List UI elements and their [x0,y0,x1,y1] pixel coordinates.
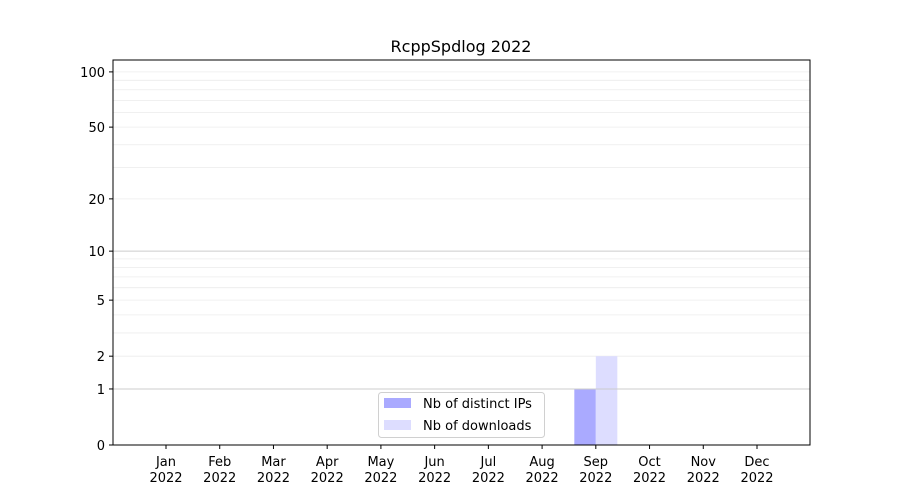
x-tick-label: Oct 2022 [633,455,666,486]
bar-distinct-ips [574,388,596,445]
x-tick-label: Sep 2022 [579,455,612,486]
chart-title: RcppSpdlog 2022 [391,37,532,56]
y-tick-label: 10 [88,245,105,260]
legend-label: Nb of downloads [423,419,532,434]
x-tick-label: Feb 2022 [203,455,236,486]
y-tick-label: 2 [97,350,105,365]
x-tick-label: Dec 2022 [740,455,773,486]
x-tick-label: Jun 2022 [418,455,451,486]
y-tick-label: 50 [88,121,105,136]
plot-frame [112,59,811,446]
legend: Nb of distinct IPs Nb of downloads [378,392,545,438]
legend-box [378,392,545,438]
x-tick-label: Aug 2022 [526,455,559,486]
x-tick-label: Jul 2022 [472,455,505,486]
x-tick-label: Nov 2022 [687,455,720,486]
y-tick-label: 0 [97,439,105,454]
legend-label: Nb of distinct IPs [423,397,532,412]
x-tick-label: Apr 2022 [311,455,344,486]
x-tick-label: May 2022 [364,455,397,486]
y-tick-label: 1 [97,383,105,398]
x-tick-label: Mar 2022 [257,455,290,486]
y-tick-label: 100 [80,66,105,81]
y-tick-label: 20 [88,193,105,208]
legend-swatch [384,420,411,430]
legend-swatch [384,398,411,408]
bar-downloads [595,356,618,445]
x-tick-label: Jan 2022 [149,455,182,486]
y-tick-label: 5 [97,294,105,309]
